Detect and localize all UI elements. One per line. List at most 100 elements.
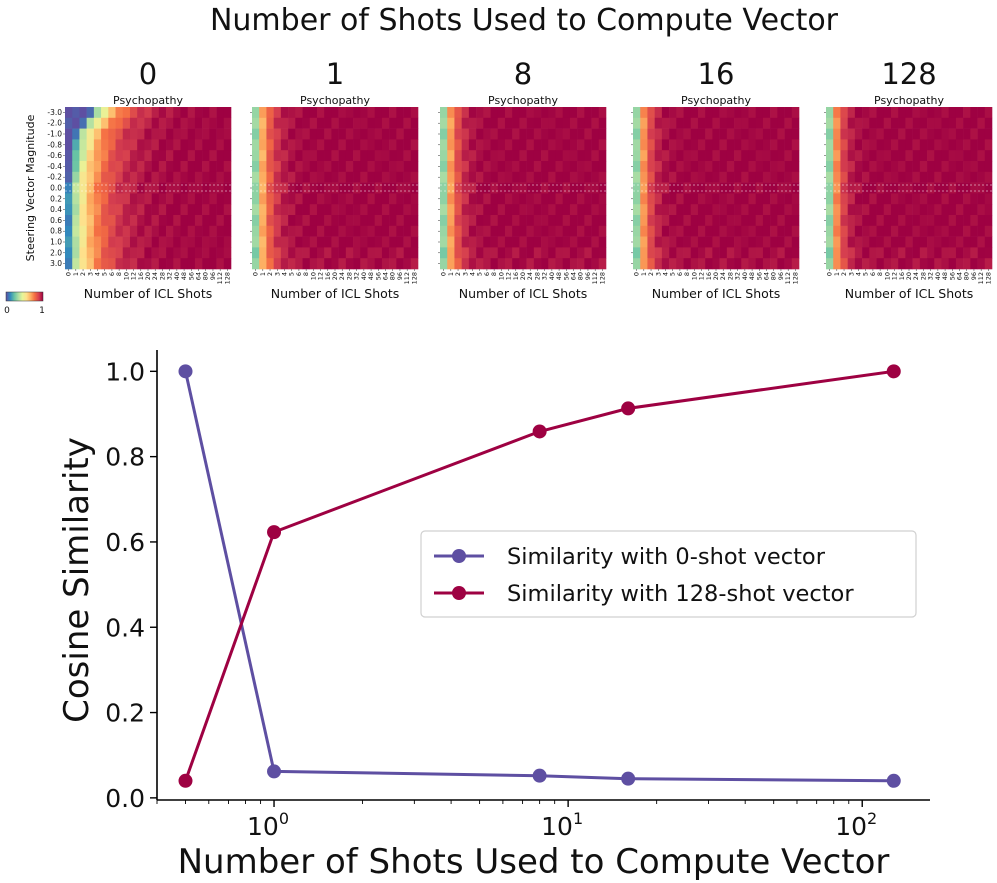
heatmap-cell (381, 204, 390, 216)
heatmap-cell (280, 117, 289, 129)
heatmap-cell (490, 171, 499, 183)
heatmap-cell (122, 117, 131, 129)
heatmap-cell (755, 128, 764, 140)
heatmap-cell (548, 247, 556, 259)
heatmap-cell (690, 150, 699, 162)
x-tick-exponent: 2 (867, 809, 877, 828)
heatmap-cell (447, 139, 455, 151)
heatmap-cell (129, 215, 138, 227)
heatmap-cell (577, 107, 585, 119)
heatmap-cell (948, 258, 957, 270)
heatmap-cell (122, 225, 131, 237)
heatmap-cell (483, 215, 491, 227)
heatmap-cell (833, 215, 841, 227)
heatmap-cell (252, 128, 260, 140)
heatmap-cell (777, 107, 785, 119)
heatmap-cell (410, 161, 419, 173)
heatmap-cell (905, 150, 913, 162)
heatmap-cell (223, 161, 232, 173)
heatmap-cell (862, 258, 870, 270)
data-point (267, 525, 282, 540)
heatmap-cell (661, 150, 670, 162)
heatmap-cell (883, 225, 892, 237)
heatmap-cell (389, 171, 397, 183)
heatmap-cell (266, 117, 274, 129)
heatmap-cell (970, 117, 978, 129)
heatmap-cell (533, 128, 542, 140)
heatmap-cell (137, 171, 145, 183)
heatmap-xlabel: Number of ICL Shots (84, 286, 212, 301)
heatmap-cell (661, 182, 670, 194)
heatmap-cell (259, 236, 267, 248)
heatmap-cell (144, 204, 152, 216)
x-tick-base: 10 (835, 812, 867, 841)
heatmap-cell (360, 258, 368, 270)
heatmap-cell (338, 258, 347, 270)
heatmap-cell (338, 161, 347, 173)
heatmap-cell (640, 150, 648, 162)
heatmap-cell (259, 107, 267, 119)
heatmap-cell (777, 258, 785, 270)
heatmap-cell (712, 107, 720, 119)
heatmap-cell (65, 215, 73, 227)
heatmap-cell (833, 171, 841, 183)
heatmap-cell (791, 107, 800, 119)
heatmap-cell (598, 107, 607, 119)
heatmap-cell (288, 171, 296, 183)
heatmap-cell (187, 171, 196, 183)
heatmap-cell (151, 215, 160, 227)
heatmap-cell (316, 171, 325, 183)
heatmap-panel-title: 1 (326, 57, 344, 91)
heatmap-cell (927, 150, 935, 162)
heatmap-cell (569, 204, 578, 216)
heatmap-cell (690, 117, 699, 129)
heatmap-cell (288, 247, 296, 259)
heatmap-cell (180, 258, 188, 270)
heatmap-cell (93, 182, 102, 194)
heatmap-cell (461, 204, 470, 216)
heatmap-cell (129, 225, 138, 237)
heatmap-cell (202, 193, 210, 205)
heatmap-cell (108, 258, 116, 270)
x-tick-label: 80 (202, 272, 210, 280)
heatmap-cell (410, 150, 419, 162)
heatmap-cell (826, 128, 834, 140)
heatmap-cell (633, 204, 641, 216)
heatmap-cell (748, 215, 756, 227)
heatmap-cell (504, 258, 513, 270)
heatmap-cell (302, 204, 311, 216)
heatmap-cell (654, 139, 663, 151)
heatmap-cell (697, 225, 706, 237)
heatmap-cell (633, 161, 641, 173)
heatmap-cell (719, 247, 728, 259)
heatmap-cell (577, 236, 585, 248)
heatmap-cell (541, 171, 549, 183)
heatmap-cell (72, 128, 80, 140)
heatmap-cell (396, 247, 404, 259)
heatmap-cell (101, 117, 109, 129)
heatmap-cell (476, 117, 484, 129)
heatmap-cell (869, 193, 877, 205)
heatmap-cell (777, 215, 785, 227)
heatmap-cell (977, 161, 986, 173)
heatmap-cell (180, 171, 188, 183)
heatmap-cell (741, 107, 749, 119)
heatmap-cell (497, 247, 506, 259)
heatmap-cell (144, 236, 152, 248)
heatmap-cell (338, 107, 347, 119)
heatmap-cell (770, 128, 778, 140)
heatmap-cell (883, 117, 892, 129)
heatmap-cell (784, 204, 793, 216)
heatmap-cell (955, 161, 964, 173)
heatmap-cell (633, 128, 641, 140)
heatmap-cell (345, 182, 354, 194)
heatmap-cell (705, 204, 713, 216)
heatmap-cell (468, 247, 477, 259)
heatmap-cell (468, 204, 477, 216)
heatmap-cell (541, 204, 549, 216)
heatmap-cell (202, 182, 210, 194)
heatmap-cell (755, 107, 764, 119)
heatmap-cell (970, 204, 978, 216)
heatmap-cell (676, 215, 684, 227)
